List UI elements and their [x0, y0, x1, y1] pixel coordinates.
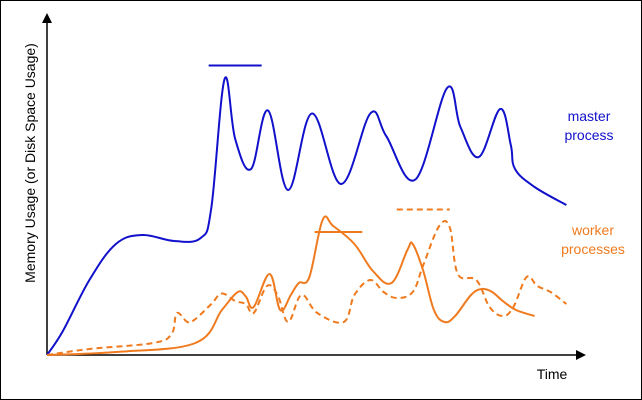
- series-line-master-process: [46, 76, 567, 356]
- series-layer: [46, 64, 568, 356]
- worker-label-line1: worker: [571, 222, 614, 238]
- y-axis-label: Memory Usage (or Disk Space Usage): [22, 43, 38, 283]
- master-label-line1: master: [568, 108, 611, 124]
- series-line-worker-processes-alternate: [46, 220, 568, 356]
- series-line-worker-processes: [46, 215, 535, 356]
- x-axis-label: Time: [537, 366, 568, 382]
- worker-label-line2: processes: [561, 241, 625, 257]
- master-label-line2: process: [564, 127, 613, 143]
